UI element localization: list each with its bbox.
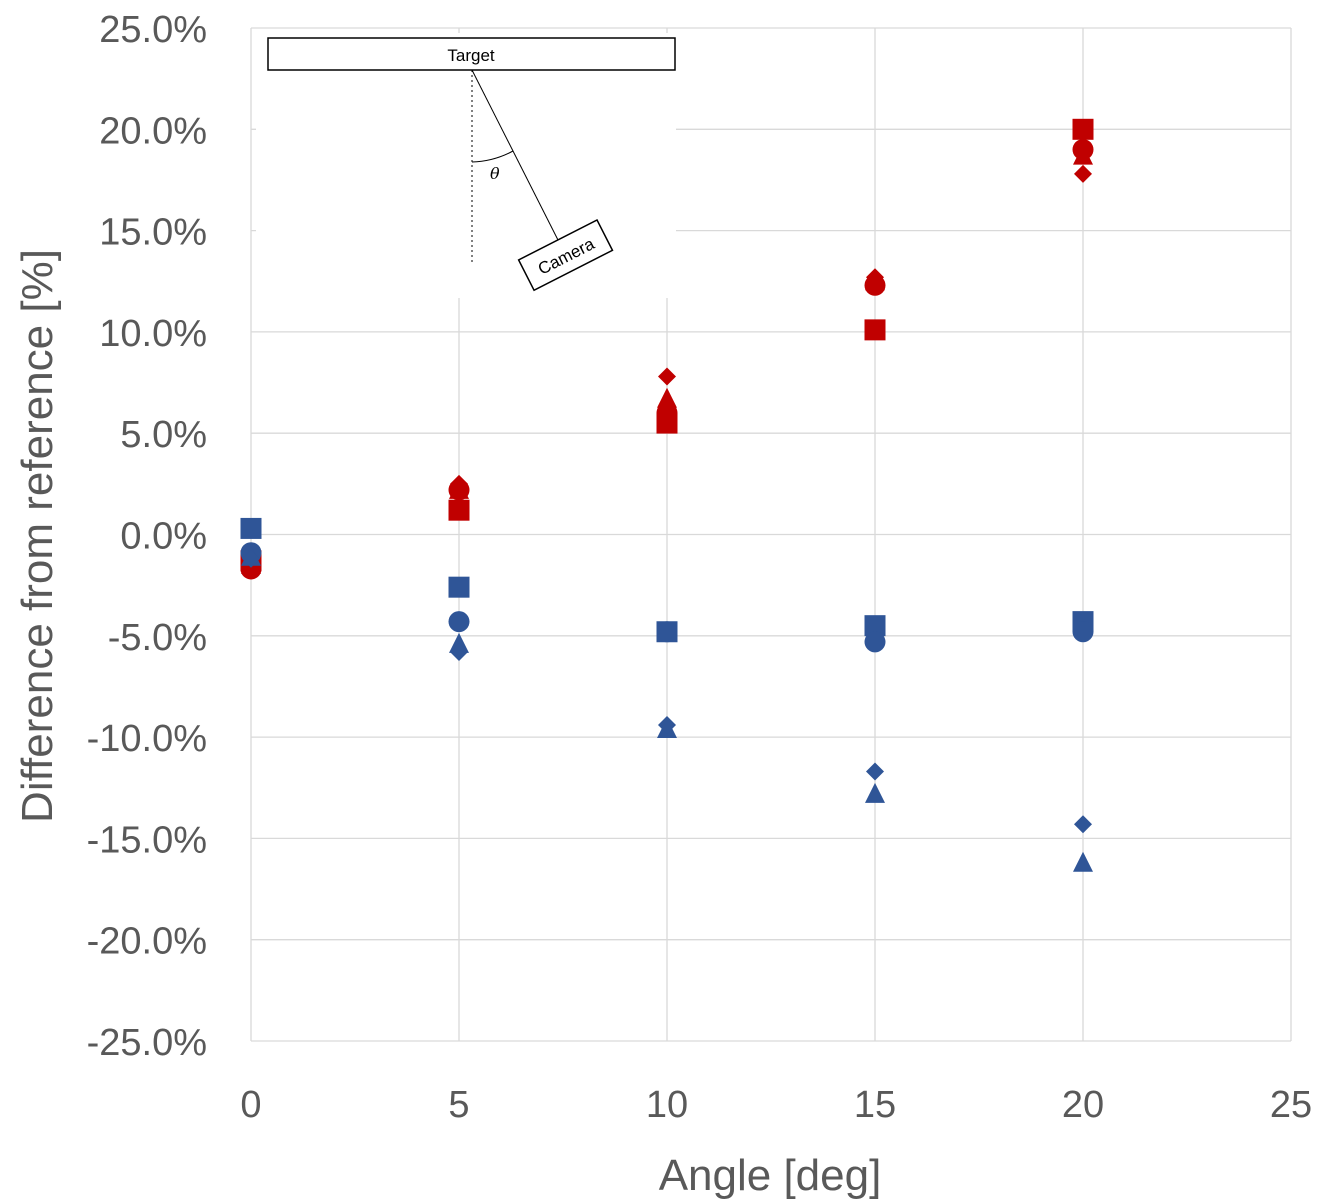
blue-circle-point (1072, 621, 1094, 643)
inset-background (256, 33, 676, 271)
blue-square-point (240, 517, 262, 539)
grid-lines (250, 27, 1292, 1042)
x-axis-title: Angle [deg] (659, 1151, 882, 1200)
blue-square-point (864, 615, 886, 637)
red-square-point (864, 319, 886, 341)
x-tick-label: 25 (1270, 1084, 1312, 1126)
red-square-point (448, 499, 470, 521)
blue-triangle-point (1073, 851, 1093, 872)
y-tick-label: -15.0% (87, 819, 207, 861)
blue-diamond-point (242, 549, 260, 568)
red-diamond-point (450, 474, 468, 493)
y-tick-label: 20.0% (99, 110, 207, 152)
red-diamond-point (866, 268, 884, 287)
target-box (267, 37, 676, 71)
blue-diamond-point (866, 762, 884, 781)
angle-label: θ (490, 164, 500, 183)
data-points (240, 118, 1094, 872)
blue-circle-point (864, 631, 886, 653)
x-tick-label: 10 (646, 1084, 688, 1126)
blue-circle-point (656, 621, 678, 643)
red-diamond-point (1074, 164, 1092, 183)
blue-triangle-point (865, 782, 885, 803)
blue-diamond-point (658, 715, 676, 734)
camera-line (471, 69, 559, 241)
blue-diamond-point (450, 643, 468, 662)
x-tick-label: 0 (240, 1084, 261, 1126)
x-tick-label: 5 (448, 1084, 469, 1126)
y-tick-label: 10.0% (99, 313, 207, 355)
y-tick-label: -5.0% (108, 617, 207, 659)
angle-arc (471, 150, 514, 163)
x-tick-label: 15 (854, 1084, 896, 1126)
blue-diamond-point (1074, 815, 1092, 834)
blue-square-point (448, 576, 470, 598)
x-tick-labels: 0 5 10 15 20 25 (240, 1084, 1312, 1126)
inset-diagram: Target θ Camera (256, 33, 676, 298)
y-tick-label: -25.0% (87, 1022, 207, 1064)
y-tick-label: -10.0% (87, 718, 207, 760)
camera-box: Camera (517, 218, 614, 292)
red-triangle-point (1073, 144, 1093, 165)
y-tick-label: 25.0% (99, 9, 207, 51)
red-diamond-point (658, 367, 676, 386)
blue-circle-point (448, 611, 470, 633)
y-tick-label: -20.0% (87, 921, 207, 963)
y-tick-label: 15.0% (99, 212, 207, 254)
y-tick-label: 0.0% (120, 516, 207, 558)
red-triangle-point (657, 387, 677, 408)
camera-box-rect (517, 218, 614, 292)
x-tick-label: 20 (1062, 1084, 1104, 1126)
blue-triangle-point (449, 632, 469, 653)
red-square-point (1072, 118, 1094, 140)
y-tick-label: 5.0% (120, 414, 207, 456)
y-tick-labels: 25.0% 20.0% 15.0% 10.0% 5.0% 0.0% -5.0% -10.0% -… (87, 9, 207, 1064)
target-label: Target (447, 46, 495, 65)
y-axis-title: Difference from reference [%] (13, 249, 62, 823)
